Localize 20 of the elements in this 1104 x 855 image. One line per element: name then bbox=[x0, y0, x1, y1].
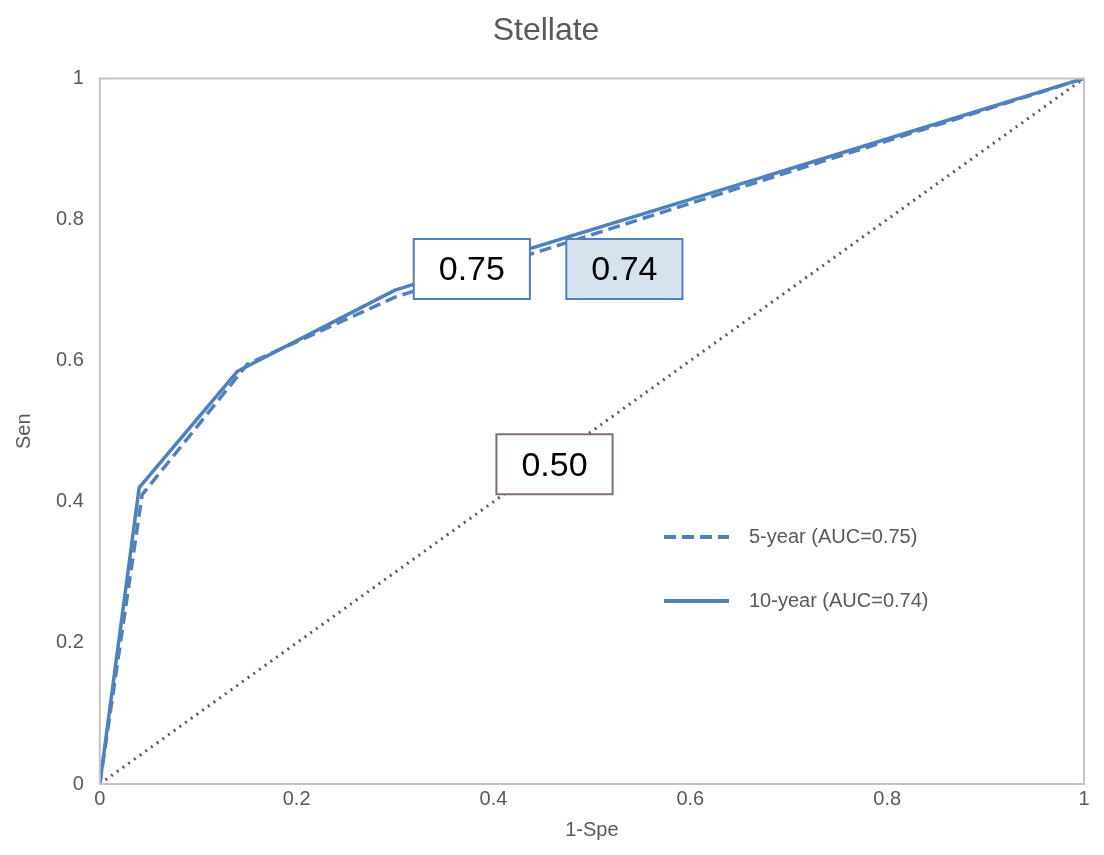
x-tick-label: 1 bbox=[1078, 786, 1090, 809]
legend-label: 5-year (AUC=0.75) bbox=[749, 524, 918, 547]
y-tick-label: 0 bbox=[72, 771, 84, 794]
annotation: 0.50 bbox=[521, 444, 588, 483]
x-tick-label: 0.2 bbox=[282, 786, 311, 809]
x-tick-label: 0.6 bbox=[676, 786, 705, 809]
y-tick-label: 0.2 bbox=[55, 630, 84, 653]
y-axis-title: Sen bbox=[11, 413, 34, 449]
chart-title: Stellate bbox=[492, 11, 600, 48]
x-tick-label: 0 bbox=[94, 786, 106, 809]
y-tick-label: 0.8 bbox=[55, 207, 84, 230]
annotation: 0.74 bbox=[591, 249, 658, 288]
x-tick-label: 0.8 bbox=[873, 786, 902, 809]
x-tick-label: 0.4 bbox=[479, 786, 508, 809]
y-tick-label: 0.4 bbox=[55, 489, 84, 512]
x-axis-title: 1-Spe bbox=[565, 817, 619, 840]
legend-label: 10-year (AUC=0.74) bbox=[749, 588, 929, 611]
annotation: 0.75 bbox=[438, 249, 505, 288]
y-tick-label: 0.6 bbox=[55, 348, 84, 371]
y-tick-label: 1 bbox=[72, 65, 84, 88]
